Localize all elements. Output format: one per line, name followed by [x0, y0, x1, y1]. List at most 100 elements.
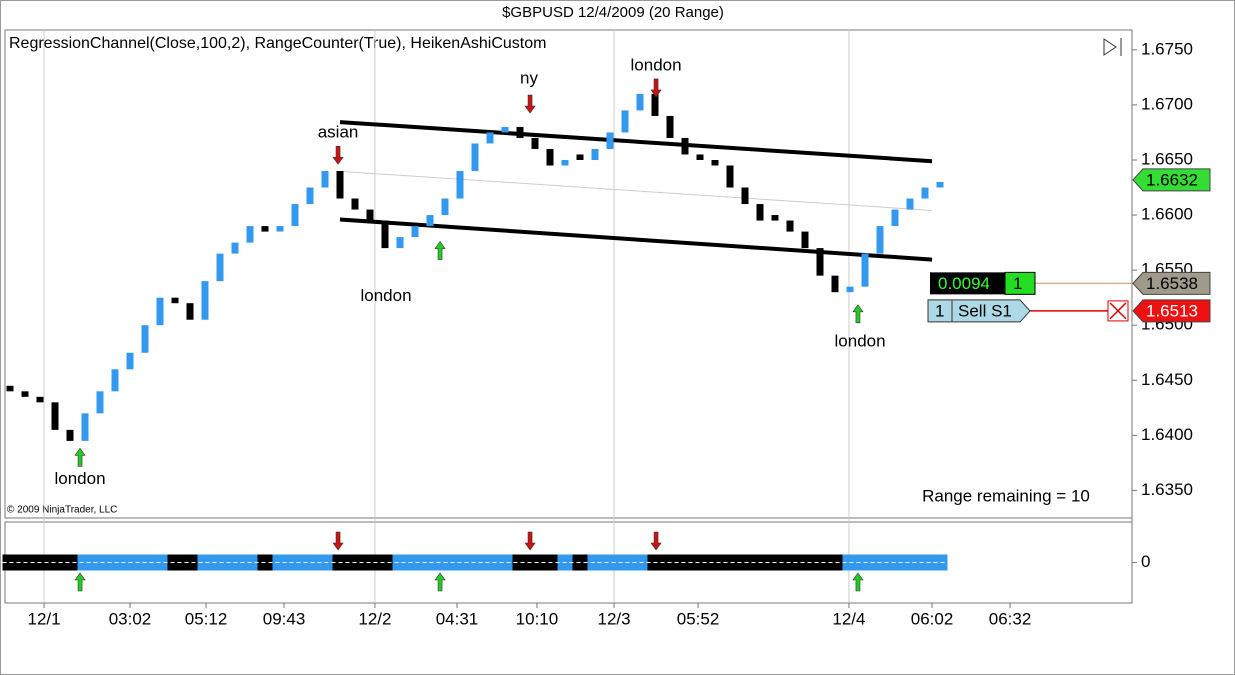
candle [216, 253, 224, 282]
candle [636, 93, 644, 111]
x-tick-label: 12/2 [358, 609, 391, 628]
order-price-tag-label: 1.6513 [1146, 301, 1198, 320]
candle [6, 385, 14, 392]
candle [801, 231, 809, 249]
candle [141, 325, 149, 353]
candle [351, 198, 359, 210]
signal-arrow [332, 531, 344, 551]
candle [456, 171, 464, 199]
candle [861, 253, 869, 287]
candle [741, 187, 749, 205]
candle [156, 297, 164, 326]
signal-arrow [650, 78, 662, 98]
x-tick-label: 12/4 [832, 609, 865, 628]
last-price-tag [1132, 168, 1211, 192]
candle [666, 115, 674, 138]
range-counter-segment [197, 554, 213, 571]
candle [591, 148, 599, 160]
x-tick-label: 05:12 [185, 609, 228, 628]
candle [261, 226, 269, 232]
candle [921, 187, 929, 199]
x-tick-label: 03:02 [109, 609, 152, 628]
order-price-tag [1132, 299, 1211, 323]
candle [171, 297, 179, 304]
copyright: © 2009 NinjaTrader, LLC [7, 505, 117, 516]
session-label: london [361, 286, 412, 305]
candle [876, 226, 884, 254]
regression-line [339, 217, 933, 262]
candle [111, 369, 119, 392]
candle [561, 159, 569, 166]
y-tick-label: 1.6450 [1141, 370, 1193, 389]
range-counter-segment [587, 554, 603, 571]
x-tick-label: 05:52 [677, 609, 720, 628]
entry-price-tag-label: 1.6538 [1146, 274, 1198, 293]
candle [816, 248, 824, 276]
candle [291, 204, 299, 227]
candle [681, 137, 689, 155]
y-tick-label: 1.6650 [1141, 149, 1193, 168]
range-counter-segment [497, 554, 513, 571]
candle [546, 148, 554, 166]
range-counter-segment [392, 554, 408, 571]
signal-arrow [434, 241, 446, 260]
session-label: asian [318, 123, 359, 142]
order-quantity: 1 [935, 301, 944, 320]
candle [381, 220, 389, 249]
candle [486, 132, 494, 144]
candle [726, 165, 734, 188]
range-counter-segment [302, 554, 318, 571]
x-tick-label: 06:02 [911, 609, 954, 628]
candle [186, 303, 194, 320]
candle [756, 204, 764, 221]
range-counter-segment [272, 554, 288, 571]
candle [516, 126, 524, 138]
last-price-tag-label: 1.6632 [1146, 170, 1198, 189]
candle [21, 391, 29, 397]
candle [471, 143, 479, 172]
range-counter-segment [602, 554, 618, 571]
order-box[interactable]: 1 Sell S1 [927, 299, 1031, 323]
session-label: london [55, 469, 106, 488]
candle [231, 242, 239, 254]
cancel-order[interactable] [1107, 300, 1129, 322]
candle [201, 281, 209, 320]
signal-arrow [524, 94, 536, 114]
y-tick-label: 1.6750 [1141, 39, 1193, 58]
signal-arrow [852, 572, 864, 592]
candle [711, 159, 719, 166]
candle [606, 132, 614, 149]
pnl-label: 0.0094 [938, 274, 990, 293]
session-label: london [835, 331, 886, 350]
regression-line [339, 120, 933, 164]
range-counter-segment [77, 554, 93, 571]
y-tick-label: 1.6400 [1141, 425, 1193, 444]
y-tick-label: 1.6700 [1141, 94, 1193, 113]
candle [306, 187, 314, 205]
candle [771, 215, 779, 221]
range-text: Range remaining = 10 [922, 486, 1090, 505]
cancel-x [1109, 302, 1127, 320]
range-counter-segment [182, 554, 198, 571]
scroll-button[interactable] [1103, 38, 1122, 56]
order-label: Sell S1 [958, 301, 1012, 320]
candle [396, 237, 404, 249]
quantity-box [1004, 271, 1036, 295]
signal-arrow [650, 531, 662, 551]
candle [96, 391, 104, 414]
x-tick-label: 06:32 [989, 609, 1032, 628]
candle [906, 198, 914, 210]
range-counter-segment [62, 554, 78, 571]
candle [51, 402, 59, 430]
range-counter-segment [827, 554, 843, 571]
session-label: london [631, 55, 682, 74]
candle [786, 220, 794, 232]
signal-arrow [74, 572, 86, 592]
candle [366, 209, 374, 221]
y-tick-label: 0 [1141, 552, 1150, 571]
y-tick-label: 1.6600 [1141, 205, 1193, 224]
entry-price-tag [1132, 271, 1211, 295]
x-tick-label: 04:31 [436, 609, 479, 628]
candle [411, 226, 419, 238]
